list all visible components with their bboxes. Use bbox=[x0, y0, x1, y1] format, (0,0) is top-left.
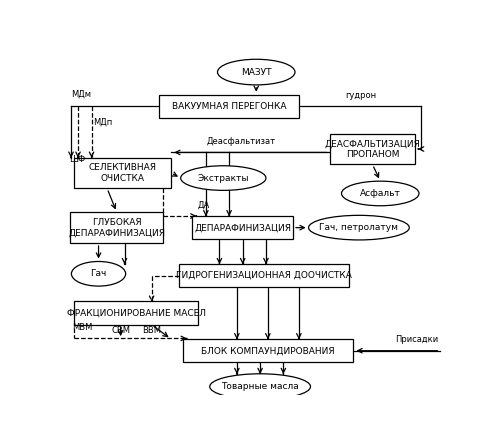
FancyBboxPatch shape bbox=[160, 95, 299, 118]
Text: МДп: МДп bbox=[94, 117, 113, 126]
Ellipse shape bbox=[72, 262, 126, 286]
FancyBboxPatch shape bbox=[74, 301, 198, 325]
FancyBboxPatch shape bbox=[182, 339, 353, 362]
Text: гудрон: гудрон bbox=[346, 91, 376, 100]
Text: Гач, петролатум: Гач, петролатум bbox=[320, 223, 398, 232]
Ellipse shape bbox=[180, 166, 266, 190]
FancyBboxPatch shape bbox=[192, 216, 293, 239]
Ellipse shape bbox=[218, 59, 295, 85]
Text: ДЕПАРАФИНИЗАЦИЯ: ДЕПАРАФИНИЗАЦИЯ bbox=[194, 223, 291, 232]
Text: СЕЛЕКТИВНАЯ
ОЧИСТКА: СЕЛЕКТИВНАЯ ОЧИСТКА bbox=[88, 163, 156, 182]
FancyBboxPatch shape bbox=[330, 134, 415, 164]
Text: Деасфальтизат: Деасфальтизат bbox=[206, 137, 276, 146]
Text: Гач: Гач bbox=[90, 270, 106, 278]
Text: ДЕАСФАЛЬТИЗАЦИЯ
ПРОПАНОМ: ДЕАСФАЛЬТИЗАЦИЯ ПРОПАНОМ bbox=[324, 139, 420, 159]
Ellipse shape bbox=[308, 215, 410, 240]
Text: Экстракты: Экстракты bbox=[198, 174, 249, 182]
Text: МАЗУТ: МАЗУТ bbox=[241, 67, 272, 76]
Text: Товарные масла: Товарные масла bbox=[221, 382, 299, 391]
Text: МДм: МДм bbox=[71, 90, 91, 99]
FancyBboxPatch shape bbox=[74, 158, 171, 188]
Text: ВВМ: ВВМ bbox=[142, 326, 161, 336]
Text: ШФ: ШФ bbox=[69, 155, 86, 164]
Ellipse shape bbox=[342, 181, 419, 206]
FancyBboxPatch shape bbox=[70, 212, 163, 243]
Text: СВМ: СВМ bbox=[111, 326, 130, 336]
Text: ГЛУБОКАЯ
ДЕПАРАФИНИЗАЦИЯ: ГЛУБОКАЯ ДЕПАРАФИНИЗАЦИЯ bbox=[68, 218, 165, 238]
Text: МВМ: МВМ bbox=[72, 323, 92, 332]
Text: ДА: ДА bbox=[198, 201, 210, 210]
Ellipse shape bbox=[210, 374, 310, 400]
FancyBboxPatch shape bbox=[179, 264, 349, 287]
Text: Присадки: Присадки bbox=[395, 335, 438, 344]
Text: ГИДРОГЕНИЗАЦИОННАЯ ДООЧИСТКА: ГИДРОГЕНИЗАЦИОННАЯ ДООЧИСТКА bbox=[176, 271, 352, 280]
Text: БЛОК КОМПАУНДИРОВАНИЯ: БЛОК КОМПАУНДИРОВАНИЯ bbox=[201, 346, 334, 355]
Text: ВАКУУМНАЯ ПЕРЕГОНКА: ВАКУУМНАЯ ПЕРЕГОНКА bbox=[172, 102, 286, 111]
Text: Асфальт: Асфальт bbox=[360, 189, 401, 198]
Text: ФРАКЦИОНИРОВАНИЕ МАСЕЛ: ФРАКЦИОНИРОВАНИЕ МАСЕЛ bbox=[66, 309, 205, 317]
